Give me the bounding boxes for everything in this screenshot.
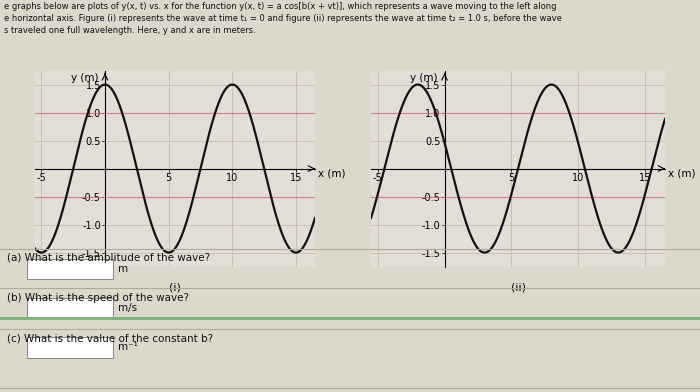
Text: m⁻¹: m⁻¹ <box>118 342 137 352</box>
Text: e graphs below are plots of y(x, t) vs. x for the function y(x, t) = a cos[b(x +: e graphs below are plots of y(x, t) vs. … <box>4 2 561 35</box>
Text: x (m): x (m) <box>668 168 695 178</box>
Text: y (m): y (m) <box>410 73 438 83</box>
Text: y (m): y (m) <box>71 73 99 83</box>
Text: (a) What is the amplitude of the wave?: (a) What is the amplitude of the wave? <box>7 254 210 263</box>
Text: m/s: m/s <box>118 303 136 313</box>
Text: (c) What is the value of the constant b?: (c) What is the value of the constant b? <box>7 333 213 343</box>
Text: (b) What is the speed of the wave?: (b) What is the speed of the wave? <box>7 293 189 303</box>
Text: (ii): (ii) <box>510 282 526 292</box>
Text: (i): (i) <box>169 282 181 292</box>
Text: m: m <box>118 264 127 274</box>
Text: x (m): x (m) <box>318 168 345 178</box>
